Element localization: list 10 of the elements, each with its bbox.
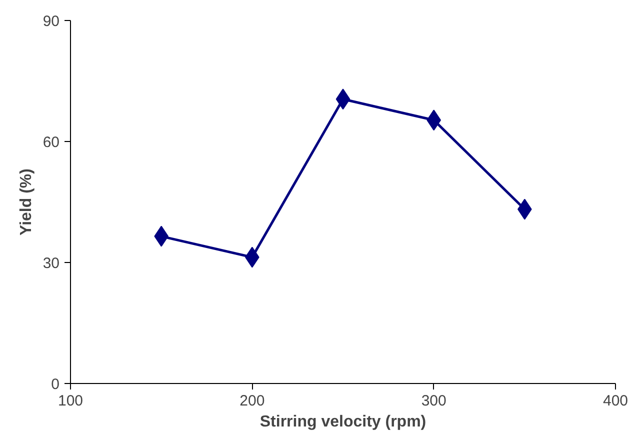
y-tick-label: 60 — [42, 134, 60, 151]
x-tick-label: 200 — [240, 392, 265, 410]
y-tick-label: 30 — [42, 255, 60, 272]
y-tick-label: 0 — [51, 376, 60, 393]
x-tick-label: 300 — [421, 392, 446, 410]
x-tick-label: 100 — [58, 392, 84, 410]
x-tick-label: 400 — [602, 392, 628, 410]
x-axis-title: Stirring velocity (rpm) — [260, 414, 426, 430]
y-axis-title: Yield (%) — [18, 168, 35, 236]
y-tick-label: 90 — [42, 13, 60, 30]
